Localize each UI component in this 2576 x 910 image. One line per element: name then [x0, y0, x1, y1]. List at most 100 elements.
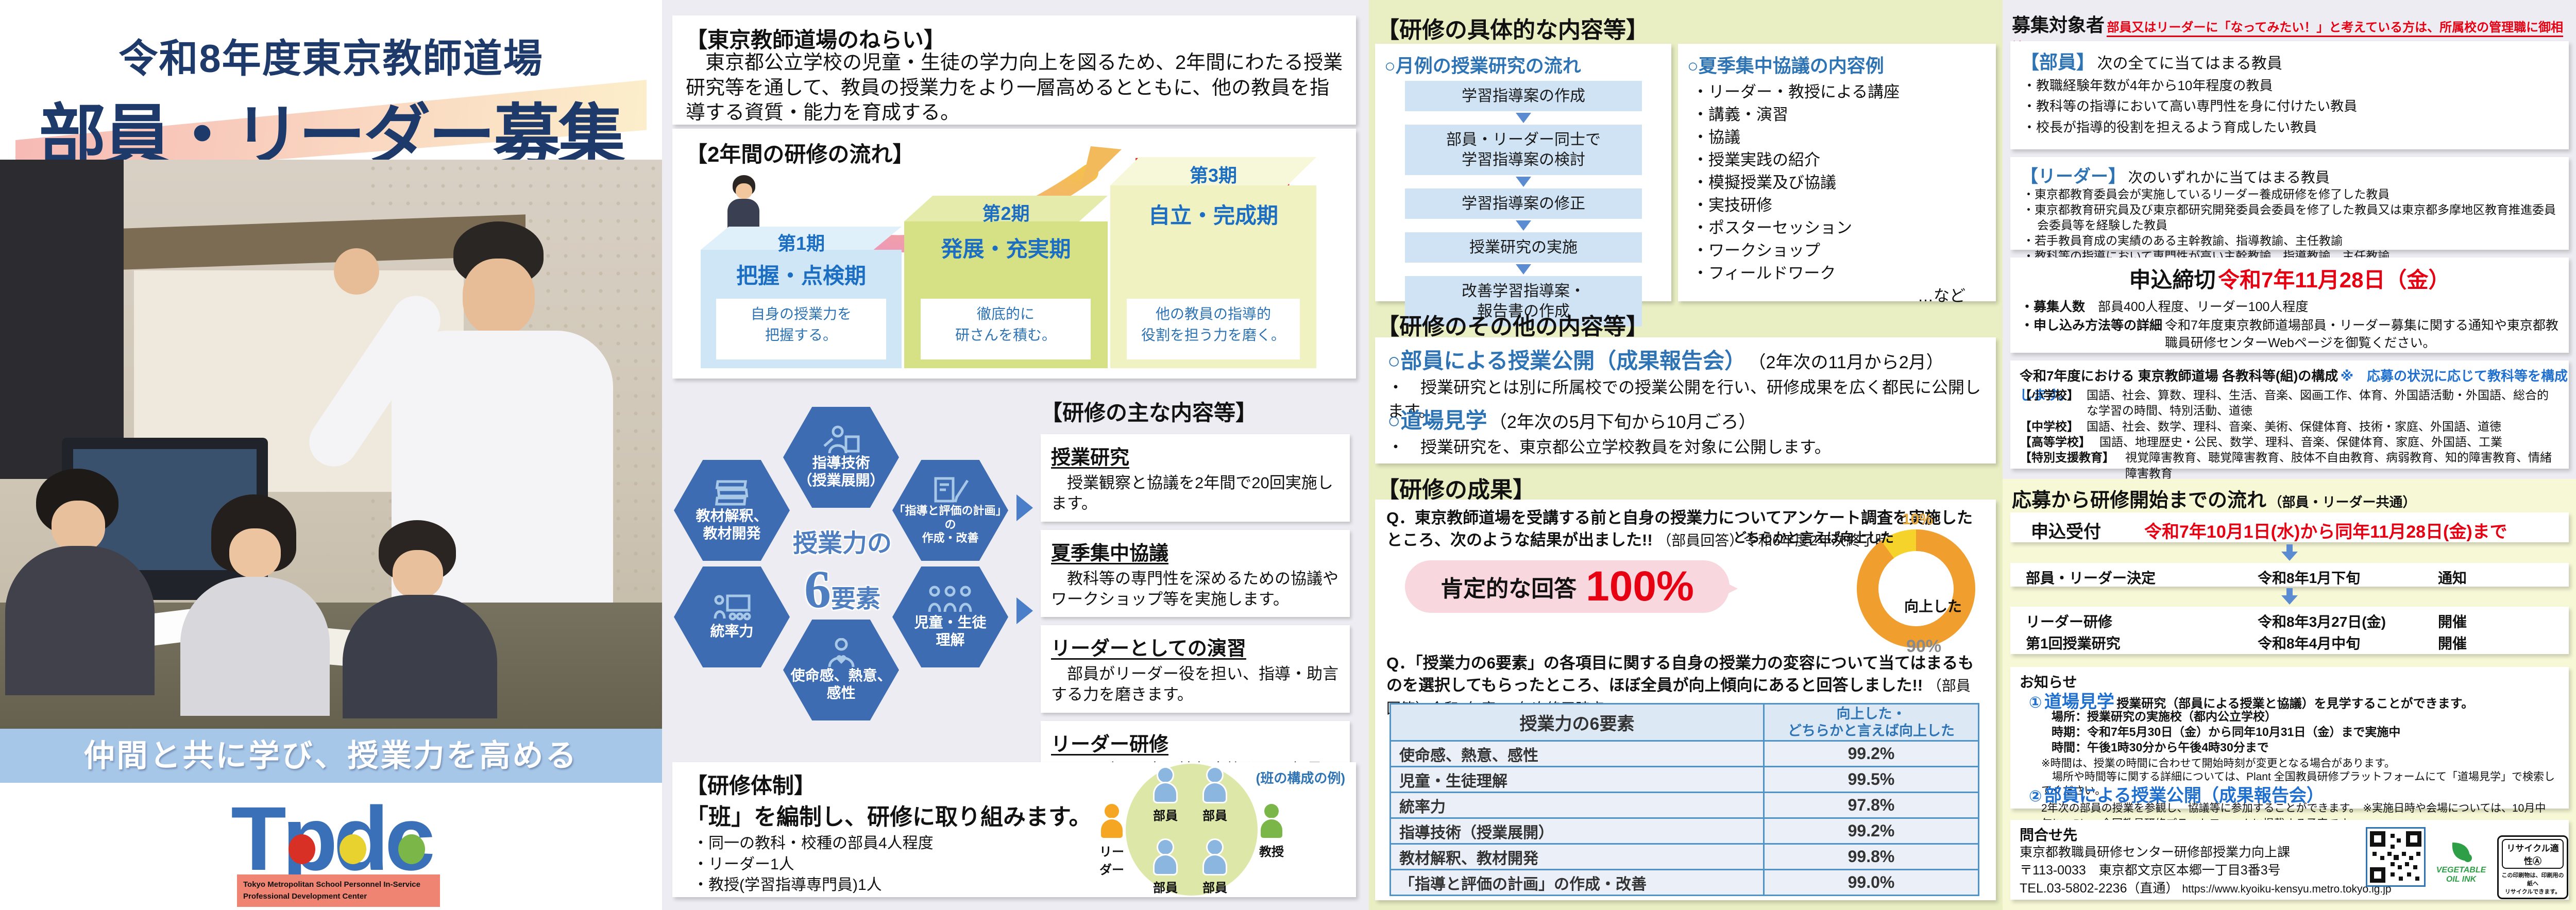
subjects-row: 【小学校】 国語、社会、算数、理科、生活、音楽、図画工作、体育、外国語活動・外国語… [2020, 388, 2549, 418]
leader-training-date: 令和8年3月27日(金) [2258, 614, 2386, 630]
chevron-right-icon [1016, 494, 1033, 521]
other2-body: ・ 授業研究を、東京都公立学校教員を対象に公開します。 [1387, 438, 1831, 456]
subjects-row: 【特別支援教育】 視覚障害教育、聴覚障害教育、肢体不自由教育、病弱教育、知的障害教… [2020, 451, 2552, 480]
flow-step: 部員・リーダー同士で 学習指導案の検討 [1405, 125, 1642, 175]
panel-overview: 【東京教師道場のねらい】 東京都公立学校の児童・生徒の学力向上を図るため、2年間… [662, 0, 1369, 910]
subjects-rows: 【小学校】 国語、社会、算数、理科、生活、音楽、図画工作、体育、外国語活動・外国語… [2020, 387, 2560, 481]
leader-training-note: 開催 [2438, 614, 2467, 630]
down-arrow-icon [1516, 220, 1531, 231]
photo-teacher-hand [334, 248, 379, 295]
figure-leader: リーダー [1094, 804, 1130, 878]
team-circle-diagram: (班の構成の例) リーダー 部員 部員 部員 [1099, 764, 1345, 896]
down-arrow-icon [1516, 264, 1531, 274]
main-contents-column: 【研修の主な内容等】 授業研究 授業観察と協議を2年間で20回実施します。 夏季… [1041, 396, 1350, 809]
hexagon-mission: 使命感、熱意、 感性 [783, 620, 899, 720]
cover-subtitle: 令和8年度東京教師道場 [118, 37, 544, 81]
contact-box: 問合せ先 東京都教職員研修センター研修部授業力向上課 〒113-0033 東京都… [2010, 820, 2569, 900]
step1-desc: 自身の授業力を 把握する。 [716, 299, 886, 359]
photo-person-body [180, 577, 330, 716]
details-title: 【研修の具体的な内容等】 [1377, 18, 1649, 43]
runner-face [736, 183, 752, 199]
tpdc-green-dot [398, 834, 425, 864]
monthly-flow-chart: 学習指導案の作成 部員・リーダー同士で 学習指導案の検討 学習指導案の修正 授業… [1405, 81, 1642, 327]
step2-desc: 徹底的に 研さんを積む。 [921, 299, 1091, 359]
figure-member: 部員 [1197, 768, 1233, 823]
apply-reception-period: 令和7年10月1日(水)から同年11月28日(金)まで [2144, 522, 2507, 542]
teacher-icon [823, 425, 859, 454]
tpdc-red-dot [288, 834, 315, 864]
subjects-row: 【中学校】 国語、社会、数学、理科、音楽、美術、保健体育、技術・家庭、外国語、道徳 [2020, 419, 2501, 433]
member-head-line: 【部員】 次の全てに当てはまる教員 [2021, 51, 2282, 73]
table-row: 「指導と評価の計画」の作成・改善 99.0% [1389, 869, 1979, 896]
books-icon [715, 480, 748, 506]
photo-person-face [393, 550, 443, 598]
summer-session-title: ○夏季集中協議の内容例 [1687, 55, 1884, 76]
decision-date: 令和8年1月下旬 [2258, 570, 2361, 586]
leader-head-line: 【リーダー】 次のいずれかに当てはまる教員 [2021, 167, 2330, 186]
figure-member: 部員 [1197, 840, 1233, 896]
flow-step: 授業研究の実施 [1405, 232, 1642, 263]
leader-requirements-box: 【リーダー】 次のいずれかに当てはまる教員 ・東京都教育委員会が実施しているリー… [2010, 157, 2569, 263]
training-system-head: 「班」を編制し、研修に取り組みます。 [686, 804, 1092, 830]
six-elements-diagram: 指導技術 （授業展開） 教材解釈、 教材開発 「指導と評価の計画」の 作成・改善… [670, 407, 1012, 726]
donut-big-label: 向上した [1904, 598, 1962, 614]
students-icon [928, 586, 972, 612]
figure-member: 部員 [1147, 840, 1183, 896]
aim-body: 東京都公立学校の児童・生徒の学力向上を図るため、2年間にわたる授業研究等を通して… [686, 52, 1343, 124]
tpdc-letter-c: c [385, 787, 435, 891]
step3-desc: 他の教員の指導的 役割を担う力を磨く。 [1127, 299, 1300, 359]
classroom-photo [0, 160, 662, 729]
aim-title: 【東京教師道場のねらい】 [686, 28, 946, 52]
donut-small-percent: 10% [1902, 511, 1934, 528]
first-lesson-date: 令和8年4月中旬 [2258, 636, 2361, 651]
member-person-icon [1155, 840, 1176, 874]
subjects-title-line: 令和7年度における 東京教師道場 各教科等(組)の構成 ※ 応募の状況に応じて教… [2020, 368, 2568, 403]
step1-name: 把握・点検期 [736, 264, 866, 288]
training-system-bullets: ・同一の教科・校種の部員4人程度 ・リーダー1人 ・教授(学習指導専門員)1人 [693, 835, 934, 894]
member-person-icon [1155, 768, 1176, 802]
photo-dark-corner [0, 160, 124, 479]
tpdc-logo-subtext: Tokyo Metropolitan School Personnel In-S… [237, 874, 440, 907]
notebook-pen-icon [934, 477, 969, 503]
survey-donut-chart: 10% どちらかと言えば向上した 向上した 90% [1733, 511, 1975, 656]
photo-person-face [229, 528, 281, 578]
panel-cover: 令和8年度東京教師道場 部員・リーダー募集 [0, 0, 662, 910]
contact-tel-url: TEL.03-5802-2236（直通） https://www.kyoiku-… [2020, 881, 2392, 896]
down-arrow-icon [1516, 177, 1531, 187]
results-table: 授業力の6要素 向上した・ どちらかと言えば向上した 使命感、熱意、感性 99.… [1389, 703, 1979, 896]
apply-method-line: ・申し込み方法等の詳細 令和7年度東京教師道場部員・リーダー募集に関する通知や東… [2021, 318, 2558, 350]
deadline-box: 申込締切 令和7年11月28日（金） ・募集人数 部員400人程度、リーダー10… [2010, 257, 2569, 353]
down-arrow-icon [2281, 544, 2298, 561]
step3-period: 第3期 [1189, 165, 1238, 186]
other-contents-title: 【研修のその他の内容等】 [1377, 314, 1649, 339]
down-arrow-icon [2281, 588, 2298, 605]
leader-bullets: ・東京都教育委員会が実施しているリーダー養成研修を修了した教員 ・東京都教育研究… [2023, 187, 2556, 263]
member-person-icon [1204, 768, 1226, 802]
content-item-leader-practice: リーダーとしての演習 部員がリーダー役を担い、指導・助言する力を磨きます。 [1041, 625, 1350, 713]
figure-member: 部員 [1147, 768, 1183, 823]
two-year-flow-box: 【2年間の研修の流れ】 授業力UP!! 第1期 把握・点検期 自身の授業力を 把… [672, 129, 1356, 379]
subjects-box: 令和7年度における 東京教師道場 各教科等(組)の構成 ※ 応募の状況に応じて教… [2010, 360, 2569, 480]
apply-reception-label: 申込受付 [2031, 522, 2101, 542]
flow-step: 学習指導案の修正 [1405, 188, 1642, 219]
step2-period: 第2期 [982, 203, 1030, 224]
down-arrow-icon [1516, 113, 1531, 123]
deadline-line: 申込締切 令和7年11月28日（金） [2129, 268, 2450, 292]
photo-person [5, 469, 170, 695]
training-system-title: 【研修体制】 [686, 774, 816, 798]
photo-person [343, 520, 505, 718]
notice-box: お知らせ ① 道場見学 授業研究（部員による授業と協議）を見学することができます… [2010, 667, 2569, 830]
first-lesson-note: 開催 [2438, 636, 2467, 651]
content-item-lesson-study: 授業研究 授業観察と協議を2年間で20回実施します。 [1041, 434, 1350, 522]
results-q1: Q．東京教師道場を受講する前と自身の授業力についてアンケート調査を実施したところ… [1386, 509, 1973, 550]
summer-session-box: ○夏季集中協議の内容例 ・リーダー・教授による講座 ・講義・演習 ・協議 ・授業… [1678, 44, 1996, 305]
tpdc-letter-p: p [282, 787, 337, 891]
chevron-right-icon [1016, 597, 1033, 624]
positive-answer-bubble: 肯定的な回答 100% [1405, 560, 1738, 613]
first-lesson-label: 第1回授業研究 [2026, 636, 2121, 651]
qr-code [2366, 827, 2426, 887]
content-item-summer: 夏季集中協議 教科等の専門性を深めるための協議やワークショップ等を実施します。 [1041, 529, 1350, 617]
etc-label: …など [1918, 287, 1965, 305]
photo-person [180, 494, 340, 716]
leader-training-label: リーダー研修 [2026, 614, 2113, 630]
